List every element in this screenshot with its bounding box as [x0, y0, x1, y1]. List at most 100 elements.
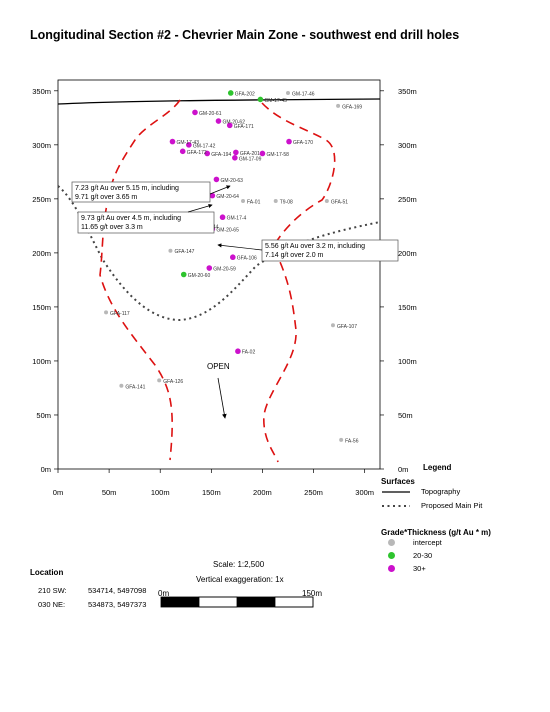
y-tick-label-left: 300m — [32, 141, 51, 150]
drill-hole-label: GM-20-64 — [216, 194, 239, 200]
drill-hole-label: GM-17-42 — [193, 143, 216, 149]
drill-hole-point — [230, 254, 236, 261]
drill-hole-point — [119, 383, 124, 388]
annotation-3-line-1: 5.56 g/t Au over 3.2 m, including — [265, 243, 365, 250]
drill-hole-point — [241, 199, 246, 204]
drill-hole-point — [286, 90, 290, 95]
drill-hole-label: GFA-194 — [211, 152, 231, 158]
drill-hole-label: GM-17-46 — [292, 91, 315, 97]
annotation-3-line-2: 7.14 g/t over 2.0 m — [265, 252, 324, 259]
legend-grade-heading: Grade*Thickness (g/t Au * m) — [381, 528, 491, 537]
drill-hole-point — [233, 149, 239, 156]
drill-hole-point — [186, 142, 192, 148]
drill-hole-point — [179, 148, 186, 155]
drill-hole-point — [219, 214, 226, 221]
x-tick-label: 0m — [53, 488, 63, 497]
y-tick-label-left: 150m — [32, 303, 51, 312]
drill-hole-label: GFA-51 — [331, 200, 348, 206]
drill-hole-label: T9-08 — [280, 200, 293, 206]
legend-grade-intercept-label: intercept — [413, 538, 442, 547]
y-tick-label-left: 350m — [32, 87, 51, 96]
location-name: 030 NE: — [38, 600, 66, 609]
location-coords: 534714, 5497098 — [88, 586, 147, 595]
drill-hole-point — [168, 248, 173, 253]
y-tick-label-right: 0m — [398, 465, 408, 474]
legend-grade-30plus: 30+ — [384, 564, 426, 573]
drill-hole-label: GFA-170 — [293, 140, 313, 146]
drill-hole-label: GM-20-59 — [213, 267, 236, 273]
annotation-1-line-1: 7.23 g/t Au over 5.15 m, including — [75, 185, 179, 192]
exaggeration-text: Vertical exaggeration: 1x — [196, 575, 284, 584]
legend-title: Legend — [423, 463, 452, 472]
scale-bar — [160, 596, 314, 608]
drill-hole-point — [235, 348, 241, 355]
y-tick-label-left: 50m — [36, 411, 51, 420]
legend-surfaces-heading: Surfaces — [381, 477, 415, 486]
drill-hole-label: GM-17-43 — [176, 140, 199, 146]
drill-hole-label: GFA-202 — [235, 91, 255, 97]
drill-hole-label: GM-17-4 — [227, 216, 247, 222]
annotation-2-line-1: 9.73 g/t Au over 4.5 m, including — [81, 215, 181, 222]
legend-grade-intercept: intercept — [384, 538, 442, 547]
drill-hole-point — [215, 118, 222, 124]
drill-hole-label: GFA-147 — [174, 249, 194, 255]
location-row: 030 NE: 534873, 5497373 — [38, 600, 146, 609]
drill-hole-label: GM-20-63 — [220, 178, 243, 184]
y-tick-label-right: 350m — [398, 87, 417, 96]
y-tick-label-right: 100m — [398, 357, 417, 366]
drill-hole-point — [259, 150, 266, 157]
intercept-dot-icon — [388, 539, 395, 546]
drill-hole-point — [209, 192, 216, 199]
scale-left-label: 0m — [158, 589, 170, 598]
drill-hole-point — [169, 138, 176, 145]
grade-30plus-dot-icon — [388, 565, 395, 572]
y-tick-label-right: 150m — [398, 303, 417, 312]
drill-hole-point — [257, 96, 264, 103]
drill-hole-label: GM-17-09 — [239, 156, 262, 162]
y-tick-label-left: 0m — [41, 465, 51, 474]
drill-hole-label: GFA-117 — [110, 311, 130, 317]
zone-outline-west — [99, 99, 181, 461]
drill-hole-label: GFA-201 — [240, 151, 260, 157]
legend-grade-30plus-label: 30+ — [413, 564, 426, 573]
drill-hole-label: FA-56 — [345, 438, 359, 444]
x-tick-label: 200m — [253, 488, 272, 497]
annotation-3: 5.56 g/t Au over 3.2 m, including 7.14 g… — [217, 239, 399, 262]
page-title: Longitudinal Section #2 - Chevrier Main … — [30, 28, 460, 42]
y-tick-label-right: 200m — [398, 249, 417, 258]
annotation-2: 9.73 g/t Au over 4.5 m, including 11.65 … — [77, 203, 215, 234]
grade-20-30-dot-icon — [388, 552, 395, 559]
drill-hole-label: GFA-172 — [187, 150, 207, 156]
location-title: Location — [30, 568, 64, 577]
drill-hole-point — [324, 199, 329, 204]
y-tick-label-right: 50m — [398, 411, 413, 420]
drill-hole-label: GM-20-65 — [216, 228, 239, 234]
drill-hole-point — [273, 199, 278, 204]
x-tick-label: 50m — [102, 488, 117, 497]
legend-topography-label: Topography — [421, 487, 461, 496]
drill-hole-label: FA-02 — [242, 350, 256, 356]
drill-hole-point — [227, 90, 234, 96]
drill-hole-point — [226, 122, 233, 129]
drill-hole-label: GM-20-62 — [222, 120, 245, 126]
annotation-1-line-2: 9.71 g/t over 3.65 m — [75, 194, 137, 201]
open-label: OPEN — [207, 362, 230, 371]
legend-grade-20-30: 20-30 — [384, 551, 432, 560]
drill-hole-label: GFA-107 — [337, 324, 357, 330]
legend-pit-label: Proposed Main Pit — [421, 501, 483, 510]
annotation-1: 7.23 g/t Au over 5.15 m, including 9.71 … — [71, 181, 231, 203]
legend-grade-20-30-label: 20-30 — [413, 551, 433, 560]
drill-hole-point — [232, 155, 238, 161]
drill-hole-label: GM-17-45 — [264, 98, 287, 104]
drill-hole-label: GFA-126 — [163, 379, 183, 385]
topography-line — [57, 98, 381, 105]
annotation-2-line-2: 11.65 g/t over 3.3 m — [81, 224, 143, 231]
x-tick-label: 100m — [151, 488, 170, 497]
location-coords: 534873, 5497373 — [88, 600, 147, 609]
drill-hole-point — [339, 437, 344, 442]
scale-right-label: 150m — [302, 589, 323, 598]
drill-hole-label: GM-20-60 — [188, 273, 211, 279]
drill-hole-point — [204, 150, 211, 157]
y-tick-label-left: 250m — [32, 195, 51, 204]
